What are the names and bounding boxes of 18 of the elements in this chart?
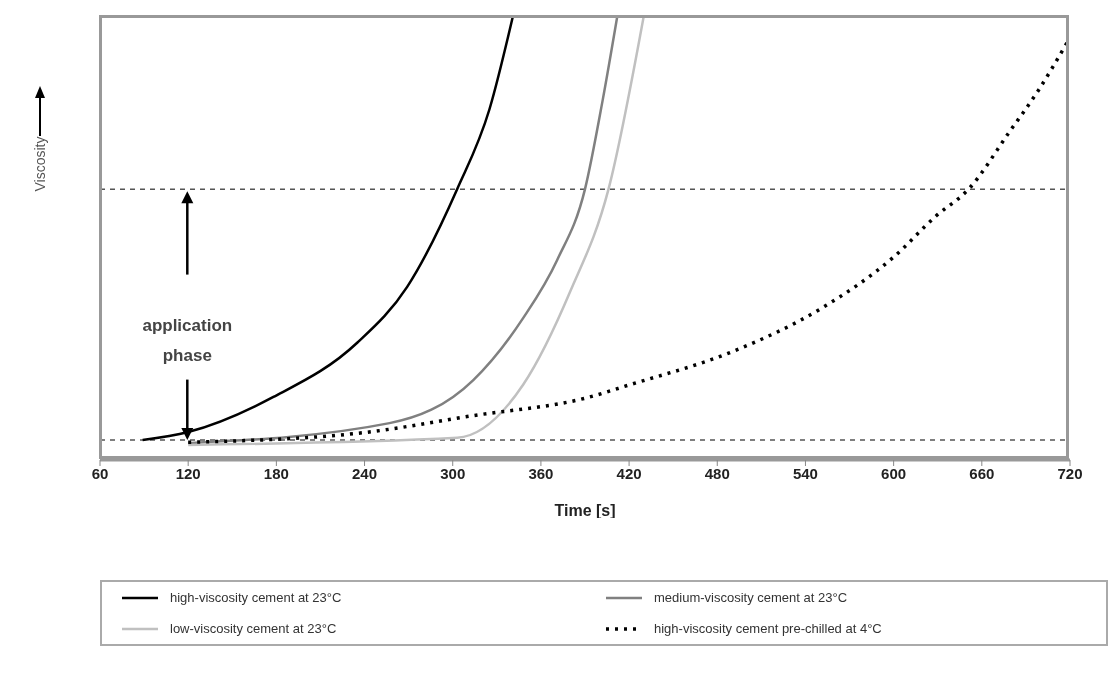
annotation: application phase [141, 314, 234, 367]
legend-label: high-viscosity cement at 23°C [170, 590, 342, 605]
x-tick-label: 720 [1057, 464, 1083, 482]
x-tick-label: 60 [91, 464, 109, 482]
legend-label: low-viscosity cement at 23°C [170, 621, 337, 636]
legend-label: high-viscosity cement pre-chilled at 4°C [654, 621, 882, 636]
y-axis-title: Viscosity [32, 135, 48, 194]
x-tick-label: 600 [881, 464, 907, 482]
x-tick-label: 420 [616, 464, 642, 482]
x-tick-label: 360 [528, 464, 554, 482]
x-tick-label: 300 [440, 464, 466, 482]
x-tick-label: 120 [175, 464, 201, 482]
x-tick-label: 240 [352, 464, 378, 482]
x-tick-label: 480 [704, 464, 730, 482]
x-tick-label: 660 [969, 464, 995, 482]
x-tick-label: 180 [263, 464, 289, 482]
legend-label: medium-viscosity cement at 23°C [654, 590, 848, 605]
x-tick-label: 540 [792, 464, 818, 482]
